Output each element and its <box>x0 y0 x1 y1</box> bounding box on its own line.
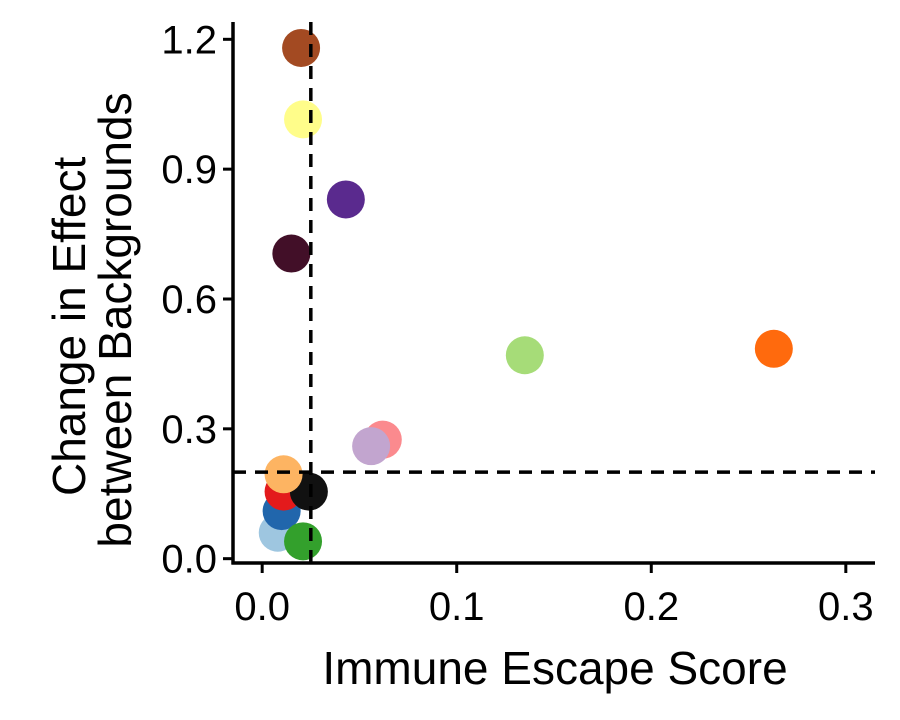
x-tick-label-2: 0.1 <box>429 585 485 629</box>
x-tick-label-3: 0.2 <box>623 585 679 629</box>
y-tick-label-4: 0.9 <box>161 148 217 192</box>
data-point-12 <box>326 180 365 219</box>
y-axis-title: Change in Effect between Backgrounds <box>43 92 141 547</box>
x-axis-title: Immune Escape Score <box>322 642 787 694</box>
data-points <box>258 28 793 561</box>
data-point-13 <box>284 100 323 139</box>
y-tick-label-2: 0.3 <box>161 408 217 452</box>
x-tick-label-1: 0.0 <box>234 585 290 629</box>
data-point-6 <box>284 522 323 561</box>
y-tick-label-5: 1.2 <box>161 18 217 62</box>
data-point-8 <box>352 427 391 466</box>
axes <box>223 22 875 573</box>
data-point-9 <box>505 336 544 375</box>
reference-lines <box>233 22 875 563</box>
y-tick-label-1: 0.0 <box>161 538 217 582</box>
data-point-10 <box>754 329 793 368</box>
y-axis-title-line-1: Change in Effect <box>43 157 95 496</box>
y-tick-label-3: 0.6 <box>161 278 217 322</box>
y-axis-title-line-2: between Backgrounds <box>89 92 141 547</box>
data-point-5 <box>264 455 303 494</box>
x-tick-label-4: 0.3 <box>818 585 874 629</box>
data-point-11 <box>272 234 311 273</box>
data-point-14 <box>282 28 321 67</box>
tick-labels: 0.0 0.1 0.2 0.3 0.0 0.3 0.6 0.9 1.2 <box>161 18 873 629</box>
